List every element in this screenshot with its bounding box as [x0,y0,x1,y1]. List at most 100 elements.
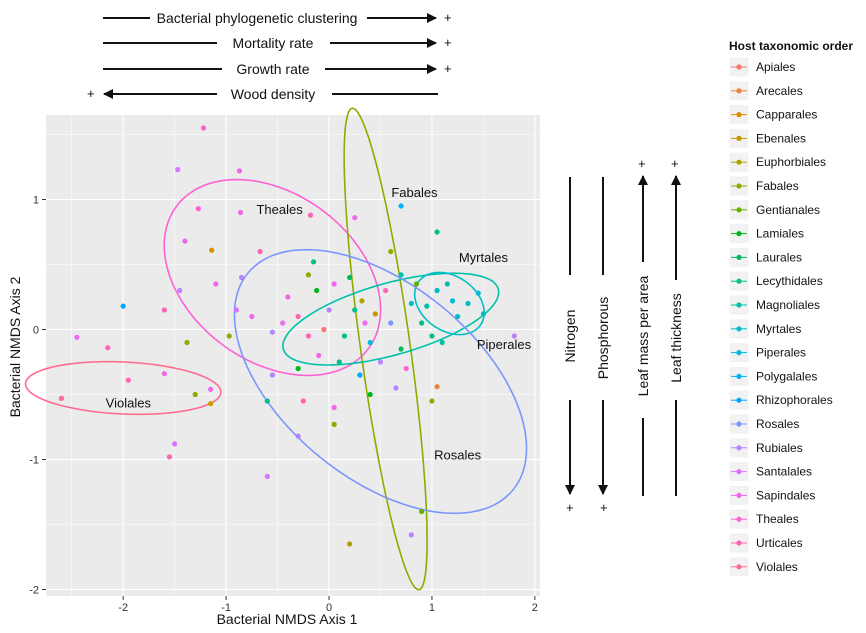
data-point [305,333,312,339]
data-point [403,365,409,372]
legend-label: Rosales [756,417,799,431]
data-point [393,385,399,391]
annotation-label: Phosphorous [595,297,611,380]
data-point [257,248,263,255]
annotation-label: Nitrogen [562,310,578,363]
data-point [192,391,198,398]
data-point [398,346,404,352]
legend-label: Apiales [756,60,795,74]
data-point [125,377,131,383]
legend-label: Sapindales [756,488,815,502]
data-point [424,303,430,309]
legend-key-point [736,373,742,379]
ellipse-labels-layer: Theales Fabales Myrtales Piperales Rosales Vi… [106,185,532,463]
legend-key-point [736,326,742,332]
data-point [321,326,327,333]
ellipse-rosales [233,248,528,515]
legend-label: Laurales [756,250,802,264]
data-point [419,508,425,515]
legend-key-point [736,183,742,189]
data-point [413,281,420,287]
legend-label: Fabales [756,179,799,193]
data-point [269,329,276,335]
annotation-label: Wood density [231,86,316,102]
data-point [177,287,183,294]
x-tick-label: 2 [532,602,538,614]
legend-key-point [736,64,742,70]
annotation-label: Leaf thickness [668,293,684,383]
data-point [305,272,312,278]
legend-label: Polygalales [756,369,817,383]
data-point [300,398,306,404]
data-point [352,307,358,313]
legend-label: Myrtales [756,322,801,336]
y-axis-title: Bacterial NMDS Axis 2 [7,276,23,417]
data-point [295,365,301,372]
data-point [434,287,440,294]
data-point [314,287,320,294]
y-tick-label: 0 [33,325,39,337]
data-point [408,532,414,538]
plot-panel: Theales Fabales Myrtales Piperales Rosales Vi… [24,107,540,596]
data-point [285,294,291,300]
x-tick-label: 1 [429,602,435,614]
data-point [295,313,301,320]
data-point [408,300,414,307]
legend-label: Santalales [756,465,812,479]
data-point [249,313,255,320]
data-point [166,454,173,460]
annotation-label: Mortality rate [233,35,314,51]
x-tick-label: -1 [221,602,231,614]
data-point [480,311,486,317]
data-point [357,372,363,378]
y-axis-ticks: -2 -1 0 1 [29,195,46,597]
data-point [182,238,188,244]
y-tick-label: -1 [29,455,39,467]
data-point [269,372,276,378]
data-point [175,167,181,173]
data-point [362,320,368,326]
x-axis-ticks: -2 -1 0 1 2 [118,596,538,614]
ellipses-layer [24,107,528,591]
ellipse-myrtales [282,272,500,366]
legend-title: Host taxonomic order [729,39,853,53]
data-point [388,248,394,255]
data-point [398,272,404,278]
data-point [208,401,214,407]
legend-label: Magnoliales [756,298,820,312]
data-point [209,247,215,253]
ellipse-fabales [343,107,428,591]
legend-label: Ebenales [756,131,806,145]
data-point [236,168,243,174]
data-point [455,313,461,320]
data-point [331,281,337,287]
annotation-wood-density: + Wood density [87,86,438,102]
data-point [307,212,314,218]
legend-key-point [736,278,742,284]
data-point [359,298,365,304]
legend-label: Lecythidales [756,274,823,288]
data-point [336,359,342,365]
data-point [310,259,317,265]
annotation-nitrogen: Nitrogen + [562,177,578,515]
annotation-phosphorous: Phosphorous + [595,177,611,515]
data-point [195,206,201,212]
data-point [161,371,167,377]
legend-label: Gentianales [756,203,820,217]
legend-key-point [736,254,742,260]
top-annotations: Bacterial phylogenetic clustering + Mort… [87,10,452,102]
data-point [331,404,337,411]
legend-label: Violales [756,560,798,574]
data-point [367,339,373,346]
data-point [237,209,244,216]
annotation-mortality-rate: Mortality rate + [103,35,452,51]
data-point [347,274,353,281]
data-point [58,395,65,401]
annotation-sign: + [600,500,608,515]
data-point [444,281,450,287]
grid-lines [46,115,540,596]
legend-items: Apiales Arecales Capparales Ebenales Euphorb… [728,56,833,578]
legend-key-point [736,159,742,165]
legend-label: Lamiales [756,227,804,241]
data-point [326,307,332,313]
